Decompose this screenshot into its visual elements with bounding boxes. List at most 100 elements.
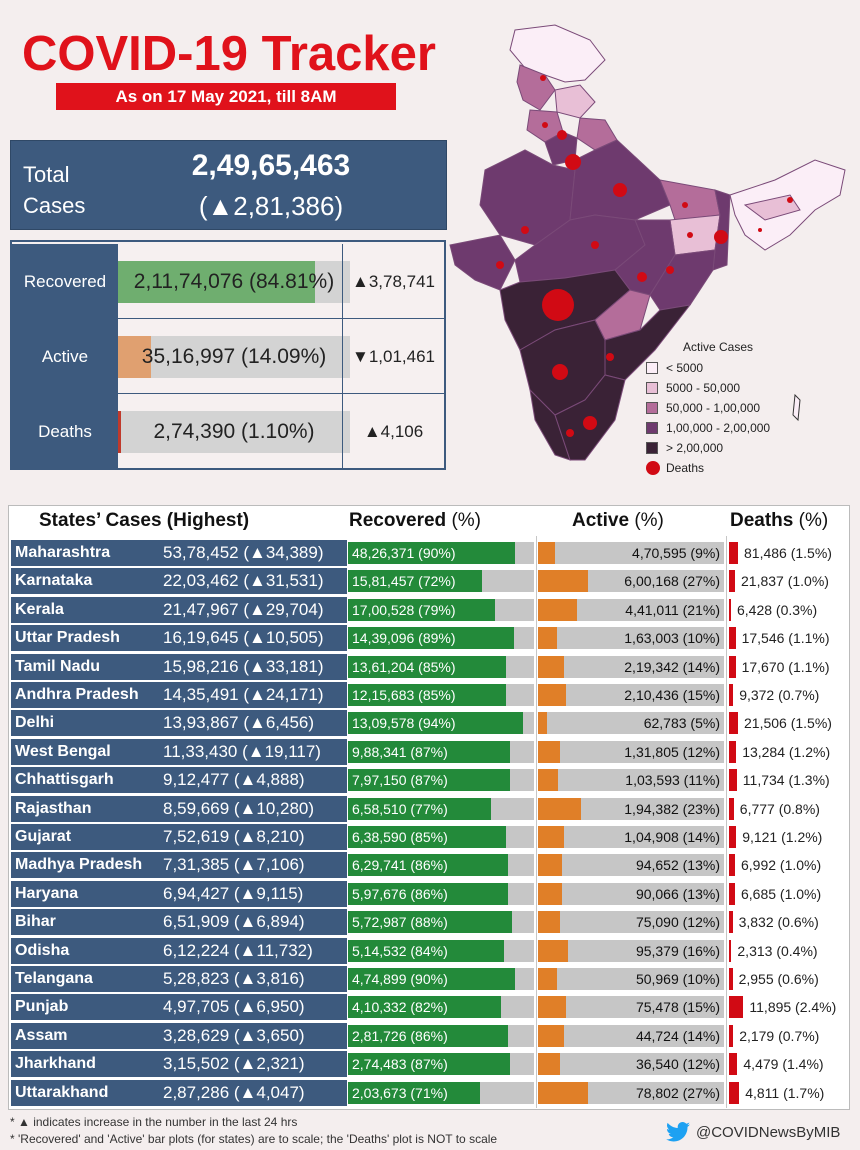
table-row: Uttarakhand 2,87,286 (▲4,047) 2,03,673 (…: [9, 1079, 849, 1108]
table-row: Chhattisgarh 9,12,477 (▲4,888) 7,97,150 …: [9, 767, 849, 795]
recovered-bar: 5,14,532 (84%): [348, 939, 534, 962]
divider: [118, 318, 444, 319]
deaths-value: 3,832 (0.6%): [738, 914, 819, 931]
recovered-value: 13,61,204 (85%): [352, 658, 456, 675]
death-dot: [606, 353, 614, 361]
deaths-value: 4,811 (1.7%): [745, 1084, 825, 1101]
legend-swatch: [646, 402, 658, 414]
recovered-bar: 4,74,899 (90%): [348, 968, 534, 990]
deaths-bar: [729, 797, 734, 820]
recovered-bar-fill: [348, 769, 510, 792]
state-name: Karnataka: [11, 568, 159, 595]
active-bar: 44,724 (14%): [538, 1024, 724, 1047]
recovered-bar-fill: [348, 939, 505, 962]
recovered-value: 15,81,457 (72%): [352, 573, 456, 590]
deaths-value: 81,486 (1.5%): [744, 545, 832, 561]
active-bar-fill: [538, 1024, 565, 1047]
deaths-bar: [729, 911, 733, 934]
deaths-value: 6,685 (1.0%): [741, 885, 822, 902]
active-bar-fill: [538, 939, 568, 962]
recovered-bar: 2,81,726 (86%): [348, 1024, 534, 1047]
table-row: Odisha 6,12,224 (▲11,732) 5,14,532 (84%)…: [9, 937, 849, 966]
deaths-bar: [729, 1081, 740, 1104]
table-row: Karnataka 22,03,462 (▲31,531) 15,81,457 …: [9, 568, 849, 596]
recovered-bar-fill: [348, 1024, 508, 1047]
death-dot: [758, 228, 762, 232]
legend-item: < 5000: [646, 358, 770, 378]
table-row: Andhra Pradesh 14,35,491 (▲24,171) 12,15…: [9, 682, 849, 710]
active-bar: 4,70,595 (9%): [538, 542, 724, 564]
state-name: Gujarat: [11, 824, 159, 850]
legend-swatch: [646, 362, 658, 374]
deaths-bar: [729, 882, 735, 905]
deaths-value: 13,284 (1.2%): [742, 743, 831, 760]
state-name: Odisha: [11, 937, 159, 964]
death-dot: [542, 122, 548, 128]
summary-delta: ▼1,01,461: [342, 319, 444, 394]
death-dot: [591, 241, 599, 249]
table-row: Madhya Pradesh 7,31,385 (▲7,106) 6,29,74…: [9, 852, 849, 880]
deaths-bar: [729, 939, 732, 962]
deaths-value: 9,372 (0.7%): [739, 687, 820, 703]
active-bar: 50,969 (10%): [538, 968, 724, 990]
recovered-value: 2,74,483 (87%): [352, 1056, 448, 1073]
deaths-value: 17,670 (1.1%): [741, 658, 830, 675]
recovered-value: 5,72,987 (88%): [352, 914, 448, 931]
state-name: Tamil Nadu: [11, 653, 159, 680]
table-row: West Bengal 11,33,430 (▲19,117) 9,88,341…: [9, 738, 849, 767]
summary-label: Recovered: [12, 244, 118, 319]
state-name: Maharashtra: [11, 540, 159, 566]
divider: [726, 536, 727, 1108]
recovered-bar-fill: [348, 882, 508, 905]
recovered-bar: 5,97,676 (86%): [348, 882, 534, 905]
death-dot: [613, 183, 627, 197]
table-row: Uttar Pradesh 16,19,645 (▲10,505) 14,39,…: [9, 625, 849, 653]
recovered-value: 4,10,332 (82%): [352, 999, 448, 1016]
recovered-bar: 2,03,673 (71%): [348, 1081, 534, 1104]
summary-value: 2,74,390 (1.10%): [153, 420, 315, 443]
state-cases: 9,12,477 (▲4,888): [159, 767, 347, 794]
state-name: Delhi: [11, 710, 159, 737]
active-bar-fill: [538, 598, 578, 621]
summary-value: 2,11,74,076 (84.81%): [133, 270, 335, 293]
active-value: 75,478 (15%): [635, 999, 720, 1016]
table-row: Punjab 4,97,705 (▲6,950) 4,10,332 (82%) …: [9, 994, 849, 1022]
recovered-bar: 13,61,204 (85%): [348, 655, 534, 678]
active-bar-fill: [538, 740, 561, 763]
summary-row-recovered: Recovered 2,11,74,076 (84.81%) ▲3,78,741: [12, 244, 444, 319]
date-subtitle: As on 17 May 2021, till 8AM: [56, 83, 396, 110]
divider: [536, 536, 537, 1108]
death-dot: [714, 230, 728, 244]
death-dot: [787, 197, 793, 203]
recovered-value: 48,26,371 (90%): [352, 545, 456, 561]
twitter-handle[interactable]: @COVIDNewsByMIB: [666, 1122, 840, 1142]
table-row: Delhi 13,93,867 (▲6,456) 13,09,578 (94%)…: [9, 710, 849, 738]
death-dot: [557, 130, 567, 140]
active-bar-fill: [538, 854, 563, 877]
active-value: 50,969 (10%): [635, 971, 720, 987]
recovered-bar: 6,29,741 (86%): [348, 854, 534, 877]
active-bar: 1,31,805 (12%): [538, 740, 724, 763]
state-name: Rajasthan: [11, 795, 159, 822]
recovered-bar: 12,15,683 (85%): [348, 684, 534, 706]
deaths-bar: [729, 712, 738, 735]
deaths-value: 11,734 (1.3%): [742, 772, 830, 789]
active-bar: 95,379 (16%): [538, 939, 724, 962]
deaths-value: 17,546 (1.1%): [741, 630, 830, 647]
recovered-bar: 6,38,590 (85%): [348, 826, 534, 848]
active-bar: 2,10,436 (15%): [538, 684, 724, 706]
active-bar: 1,63,003 (10%): [538, 627, 724, 650]
recovered-value: 2,03,673 (71%): [352, 1084, 448, 1101]
recovered-bar: 48,26,371 (90%): [348, 542, 534, 564]
legend-swatch: [646, 422, 658, 434]
recovered-bar: 9,88,341 (87%): [348, 740, 534, 763]
map-region: [743, 194, 801, 221]
deaths-bar: [729, 826, 737, 848]
active-bar-fill: [538, 882, 563, 905]
table-row: Bihar 6,51,909 (▲6,894) 5,72,987 (88%) 7…: [9, 909, 849, 937]
active-bar-fill: [538, 570, 589, 593]
deaths-bar: [729, 598, 731, 621]
table-row: Assam 3,28,629 (▲3,650) 2,81,726 (86%) 4…: [9, 1022, 849, 1051]
state-name: Haryana: [11, 880, 159, 907]
active-bar-fill: [538, 1053, 561, 1076]
